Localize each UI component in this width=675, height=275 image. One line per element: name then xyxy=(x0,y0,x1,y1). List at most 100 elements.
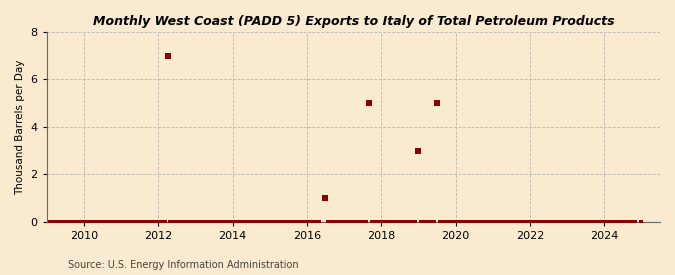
Point xyxy=(236,219,247,224)
Point xyxy=(218,219,229,224)
Point xyxy=(416,219,427,224)
Point xyxy=(94,219,105,224)
Point xyxy=(196,219,207,224)
Point xyxy=(69,219,80,224)
Point xyxy=(360,219,371,224)
Point xyxy=(119,219,130,224)
Point xyxy=(385,219,396,224)
Point xyxy=(401,219,412,224)
Point xyxy=(159,219,170,224)
Point xyxy=(51,219,61,224)
Point xyxy=(527,219,538,224)
Point xyxy=(493,219,504,224)
Point xyxy=(261,219,272,224)
Point xyxy=(506,219,517,224)
Point xyxy=(221,219,232,224)
Point xyxy=(258,219,269,224)
Point xyxy=(481,219,492,224)
Point xyxy=(562,219,572,224)
Point xyxy=(72,219,83,224)
Point xyxy=(137,219,148,224)
Point xyxy=(63,219,74,224)
Point xyxy=(543,219,554,224)
Point xyxy=(314,219,325,224)
Point xyxy=(227,219,238,224)
Point xyxy=(413,148,424,153)
Point xyxy=(131,219,142,224)
Point xyxy=(308,219,319,224)
Point xyxy=(518,219,529,224)
Point xyxy=(475,219,486,224)
Point xyxy=(181,219,192,224)
Point xyxy=(240,219,250,224)
Point xyxy=(587,219,597,224)
Point xyxy=(466,219,477,224)
Point xyxy=(302,219,313,224)
Point xyxy=(497,219,508,224)
Point xyxy=(450,219,461,224)
Point xyxy=(283,219,294,224)
Point xyxy=(568,219,578,224)
Point xyxy=(379,219,389,224)
Point xyxy=(174,219,185,224)
Point xyxy=(122,219,133,224)
Point xyxy=(512,219,523,224)
Point xyxy=(376,219,387,224)
Point xyxy=(329,219,340,224)
Point xyxy=(90,219,101,224)
Point xyxy=(552,219,563,224)
Point xyxy=(453,219,464,224)
Point xyxy=(48,219,59,224)
Point xyxy=(626,219,637,224)
Point xyxy=(109,219,120,224)
Point xyxy=(246,219,256,224)
Point xyxy=(224,219,235,224)
Point xyxy=(373,219,383,224)
Point xyxy=(419,219,430,224)
Point xyxy=(178,219,188,224)
Point xyxy=(169,219,180,224)
Point xyxy=(392,219,402,224)
Point xyxy=(57,219,68,224)
Point xyxy=(509,219,520,224)
Point xyxy=(394,219,405,224)
Point xyxy=(462,219,473,224)
Point xyxy=(559,219,570,224)
Point xyxy=(478,219,489,224)
Point xyxy=(624,219,634,224)
Point xyxy=(327,219,338,224)
Point xyxy=(88,219,99,224)
Point xyxy=(298,219,309,224)
Point xyxy=(211,219,222,224)
Point xyxy=(345,219,356,224)
Point xyxy=(310,219,321,224)
Point xyxy=(580,219,591,224)
Point xyxy=(76,219,86,224)
Point xyxy=(66,219,77,224)
Point xyxy=(199,219,210,224)
Point xyxy=(78,219,89,224)
Point xyxy=(503,219,514,224)
Point xyxy=(596,219,607,224)
Point xyxy=(460,219,470,224)
Point xyxy=(140,219,151,224)
Text: Source: U.S. Energy Information Administration: Source: U.S. Energy Information Administ… xyxy=(68,260,298,270)
Point xyxy=(252,219,263,224)
Point xyxy=(524,219,535,224)
Point xyxy=(103,219,114,224)
Point xyxy=(490,219,501,224)
Point xyxy=(605,219,616,224)
Point xyxy=(369,219,380,224)
Point xyxy=(500,219,510,224)
Point xyxy=(410,219,421,224)
Point xyxy=(277,219,288,224)
Point xyxy=(636,219,647,224)
Point xyxy=(367,219,377,224)
Point xyxy=(115,219,126,224)
Point xyxy=(85,219,96,224)
Point xyxy=(487,219,498,224)
Point xyxy=(304,219,315,224)
Point xyxy=(357,219,368,224)
Point xyxy=(320,196,331,200)
Point xyxy=(323,219,334,224)
